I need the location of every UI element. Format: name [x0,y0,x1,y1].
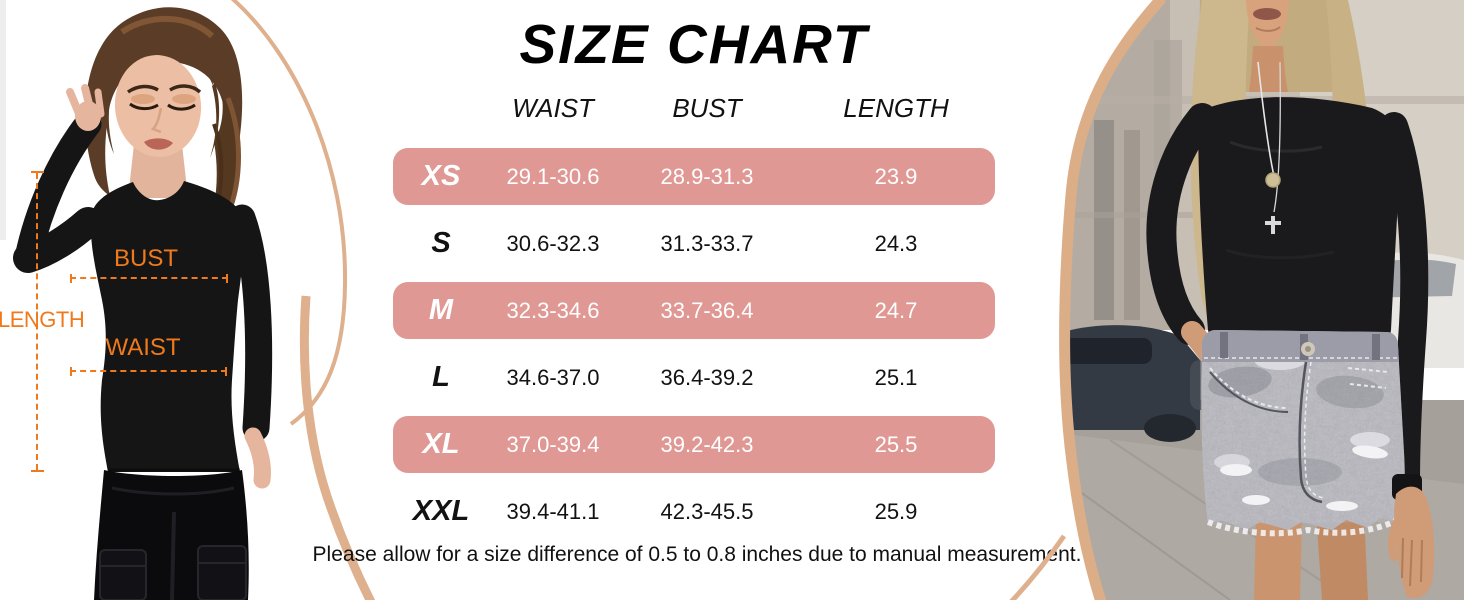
length-measure-line [31,171,44,472]
size-label: S [431,227,451,259]
length-value: 24.3 [874,230,918,256]
size-label: XL [422,428,460,460]
decorative-arc-fragment [1009,534,1067,600]
col-header-waist: WAIST [512,93,594,123]
col-header-size [393,93,489,124]
street-model-figure [1146,0,1435,600]
waist-value: 32.3-34.6 [506,297,600,323]
size-row-xs: XS 29.1-30.6 28.9-31.3 23.9 [393,148,995,205]
model-photo-front [0,0,376,600]
size-chart-title: SIZE CHART [519,13,869,75]
waist-value: 34.6-37.0 [506,364,600,390]
bust-value: 28.9-31.3 [660,163,754,189]
length-value: 23.9 [874,163,918,189]
bust-annotation-label: BUST [113,245,178,272]
size-row-l: L 34.6-37.0 36.4-39.2 25.1 [393,349,995,406]
length-annotation-label: LENGTH [0,307,85,332]
size-row-xl: XL 37.0-39.4 39.2-42.3 25.5 [393,416,995,473]
length-value: 25.5 [874,431,918,457]
bust-measure-line [70,274,228,283]
bust-value: 39.2-42.3 [660,431,754,457]
denim-skirt [1201,330,1405,537]
bust-value: 36.4-39.2 [660,364,754,390]
size-row-s: S 30.6-32.3 31.3-33.7 24.3 [393,215,995,272]
size-label: L [432,361,450,393]
size-label: XXL [412,495,470,527]
length-value: 24.7 [874,297,918,323]
length-value: 25.1 [874,364,918,390]
front-model-figure [13,7,273,600]
size-label: XS [421,160,461,192]
waist-value: 30.6-32.3 [506,230,600,256]
col-header-length: LENGTH [843,93,949,123]
measurement-note: Please allow for a size difference of 0.… [312,543,1082,566]
bust-value: 42.3-45.5 [660,498,754,524]
model-photo-street [1059,0,1464,600]
waist-annotation-label: WAIST [105,334,181,361]
bust-value: 31.3-33.7 [660,230,754,256]
length-value: 25.9 [874,498,918,524]
size-row-m: M 32.3-34.6 33.7-36.4 24.7 [393,282,995,339]
waist-measure-line [70,367,227,376]
size-label: M [428,294,454,326]
waist-value: 37.0-39.4 [506,431,600,457]
bust-value: 33.7-36.4 [660,297,754,323]
decorative-arc-left [230,0,376,600]
photo-edge-shade [0,0,6,240]
column-headers: WAIST BUST LENGTH [393,93,995,124]
size-table: XS 29.1-30.6 28.9-31.3 23.9 S 30.6-32.3 … [393,148,995,550]
size-row-xxl: XXL 39.4-41.1 42.3-45.5 25.9 [393,483,995,540]
waist-value: 29.1-30.6 [506,163,600,189]
decorative-arc-right [1059,0,1167,600]
waist-value: 39.4-41.1 [506,498,600,524]
col-header-bust: BUST [672,93,742,123]
